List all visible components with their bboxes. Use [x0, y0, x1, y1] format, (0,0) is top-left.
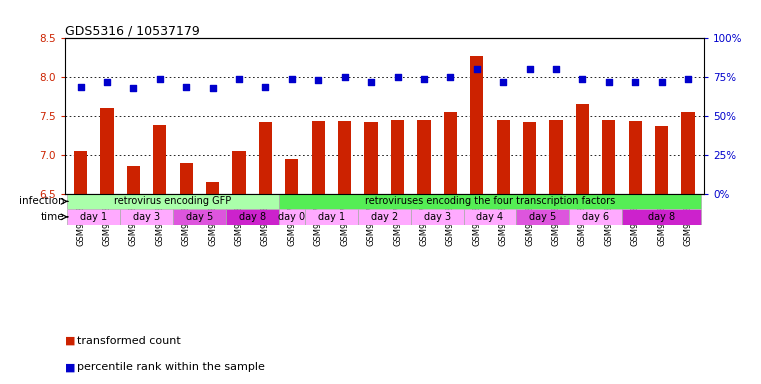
Text: retrovirus encoding GFP: retrovirus encoding GFP	[114, 196, 231, 206]
Bar	[285, 159, 298, 194]
Point	[206, 85, 218, 91]
Bar	[232, 151, 246, 194]
Text: day 1: day 1	[318, 212, 345, 222]
Bar	[463, 209, 517, 225]
Bar	[681, 112, 695, 194]
Text: day 4: day 4	[476, 212, 504, 222]
Bar	[180, 162, 193, 194]
Text: day 1: day 1	[80, 212, 107, 222]
Point	[576, 76, 588, 82]
Text: day 8: day 8	[239, 212, 266, 222]
Bar	[655, 126, 668, 194]
Point	[75, 83, 87, 89]
Text: day 5: day 5	[529, 212, 556, 222]
Bar	[497, 120, 510, 194]
Text: infection: infection	[19, 196, 65, 206]
Bar	[602, 120, 616, 194]
Point	[260, 83, 272, 89]
Bar	[523, 122, 537, 194]
Bar	[365, 122, 377, 194]
Bar	[549, 120, 562, 194]
Bar	[411, 209, 463, 225]
Point	[286, 76, 298, 82]
Point	[629, 79, 642, 85]
Bar	[120, 209, 173, 225]
Bar	[100, 108, 113, 194]
Point	[233, 76, 245, 82]
Text: day 8: day 8	[648, 212, 675, 222]
Text: day 6: day 6	[582, 212, 610, 222]
Bar	[391, 120, 404, 194]
Bar	[67, 209, 120, 225]
Text: GDS5316 / 10537179: GDS5316 / 10537179	[65, 24, 199, 37]
Bar	[444, 112, 457, 194]
Point	[391, 74, 403, 80]
Point	[312, 77, 324, 83]
Bar	[569, 209, 622, 225]
Bar	[517, 209, 569, 225]
Bar	[173, 209, 226, 225]
Bar	[312, 121, 325, 194]
Point	[339, 74, 351, 80]
Bar	[358, 209, 411, 225]
Point	[603, 79, 615, 85]
Bar	[305, 209, 358, 225]
Point	[444, 74, 457, 80]
Bar	[470, 56, 483, 194]
Bar	[259, 122, 272, 194]
Bar	[338, 121, 352, 194]
Bar	[417, 120, 431, 194]
Text: transformed count: transformed count	[77, 336, 180, 346]
Text: ■: ■	[65, 362, 75, 372]
Text: time: time	[41, 212, 65, 222]
Text: ■: ■	[65, 336, 75, 346]
Text: day 3: day 3	[133, 212, 160, 222]
Point	[550, 66, 562, 73]
Point	[154, 76, 166, 82]
Point	[497, 79, 509, 85]
Bar	[153, 125, 167, 194]
Text: day 5: day 5	[186, 212, 213, 222]
Text: retroviruses encoding the four transcription factors: retroviruses encoding the four transcrip…	[365, 196, 615, 206]
Bar	[226, 209, 279, 225]
Point	[365, 79, 377, 85]
Bar	[67, 194, 279, 209]
Point	[418, 76, 430, 82]
Text: percentile rank within the sample: percentile rank within the sample	[77, 362, 265, 372]
Point	[470, 66, 482, 73]
Point	[655, 79, 667, 85]
Point	[127, 85, 139, 91]
Bar	[279, 209, 305, 225]
Text: day 0: day 0	[279, 212, 305, 222]
Bar	[206, 182, 219, 194]
Bar	[279, 194, 702, 209]
Text: day 3: day 3	[424, 212, 451, 222]
Bar	[74, 151, 88, 194]
Point	[180, 83, 193, 89]
Bar	[629, 121, 642, 194]
Text: day 2: day 2	[371, 212, 398, 222]
Point	[682, 76, 694, 82]
Bar	[127, 166, 140, 194]
Point	[101, 79, 113, 85]
Bar	[622, 209, 702, 225]
Bar	[576, 104, 589, 194]
Point	[524, 66, 536, 73]
